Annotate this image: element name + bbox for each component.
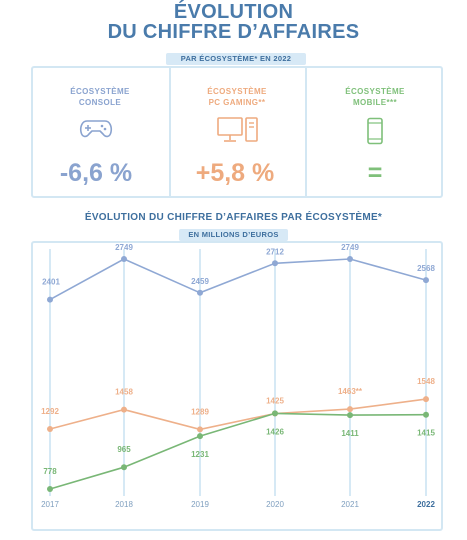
data-label: 1548: [417, 377, 435, 386]
data-label: 1292: [41, 407, 59, 416]
summary-pill: PAR ÉCOSYSTÈME* EN 2022: [166, 53, 306, 65]
data-label: 1426: [266, 427, 284, 436]
data-point: [423, 396, 429, 403]
mobile-variation-value: =: [367, 159, 383, 187]
x-tick-label: 2018: [115, 500, 133, 509]
panel-divider: [305, 68, 307, 196]
page-title-line1: ÉVOLUTION: [173, 1, 294, 23]
data-point: [423, 411, 429, 418]
data-label: 1231: [191, 450, 209, 459]
page-title-line2: DU CHIFFRE D’AFFAIRES: [107, 21, 360, 43]
data-point: [47, 296, 53, 303]
pc-label-line1: ÉCOSYSTÈME: [207, 87, 267, 96]
data-point: [272, 260, 278, 267]
data-point: [47, 426, 53, 432]
data-point: [197, 289, 203, 296]
data-point: [47, 486, 53, 492]
series-line-0: [49, 258, 427, 301]
data-label: 2401: [42, 278, 60, 287]
pc-gaming-ecosystem-label: ÉCOSYSTÈME PC GAMING**: [172, 86, 302, 108]
data-point: [347, 412, 353, 419]
mobile-label-line2: MOBILE***: [352, 98, 398, 107]
data-label: 2459: [191, 277, 209, 286]
data-point: [423, 277, 429, 284]
data-label: 1411: [341, 429, 359, 438]
chart-title: ÉVOLUTION DU CHIFFRE D’AFFAIRES PAR ÉCOS…: [84, 212, 383, 223]
console-label-line2: CONSOLE: [78, 98, 122, 107]
mobile-ecosystem-label: ÉCOSYSTÈME MOBILE***: [310, 86, 440, 108]
gamepad-icon: [79, 120, 113, 138]
x-tick-label: 2019: [191, 500, 209, 509]
x-tick-label: 2017: [41, 500, 59, 509]
series-line-2: [49, 412, 427, 490]
data-label: 1289: [191, 407, 209, 416]
mobile-label-line1: ÉCOSYSTÈME: [345, 87, 405, 96]
data-label: 965: [117, 445, 131, 454]
pc-gaming-variation-value: +5,8 %: [195, 159, 275, 187]
ecosystem-summary-panel: ÉCOSYSTÈME CONSOLE -6,6 % ÉCOSYSTÈME PC …: [31, 66, 443, 198]
data-point: [121, 464, 127, 471]
data-label: 1415: [417, 429, 435, 438]
x-tick-label: 2021: [341, 500, 359, 509]
data-label: 2749: [115, 243, 133, 252]
chart-frame: [31, 241, 443, 531]
console-label-line1: ÉCOSYSTÈME: [70, 87, 130, 96]
data-point: [121, 406, 127, 413]
data-label: 1463**: [338, 387, 363, 396]
console-ecosystem-label: ÉCOSYSTÈME CONSOLE: [35, 86, 165, 108]
data-label: 1425: [266, 397, 284, 406]
console-variation-value: -6,6 %: [59, 159, 133, 187]
panel-divider: [169, 68, 171, 196]
data-point: [121, 256, 127, 262]
x-tick-label: 2022: [417, 500, 435, 509]
chart-unit-pill: EN MILLIONS D’EUROS: [179, 229, 288, 241]
series-line-1: [49, 398, 427, 431]
desktop-pc-icon: [217, 117, 258, 142]
data-point: [347, 256, 353, 262]
mobile-phone-icon: [367, 117, 383, 145]
data-label: 2568: [417, 264, 435, 273]
data-point: [272, 410, 278, 417]
data-label: 778: [43, 467, 57, 476]
data-point: [197, 426, 203, 433]
x-tick-label: 2020: [266, 500, 284, 509]
data-label: 2712: [266, 247, 284, 256]
pc-label-line2: PC GAMING**: [208, 98, 266, 107]
data-point: [197, 433, 203, 440]
data-label: 2749: [341, 243, 359, 252]
data-point: [347, 406, 353, 413]
data-label: 1458: [115, 388, 133, 397]
